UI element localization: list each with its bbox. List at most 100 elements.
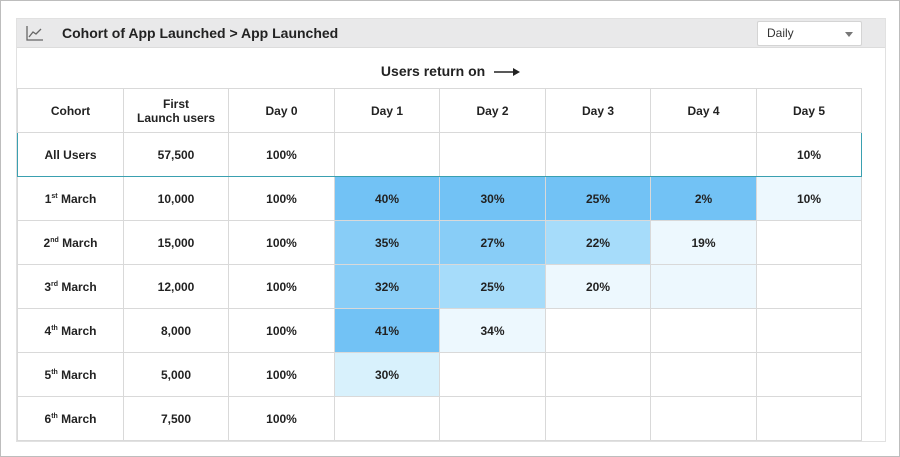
cohort-label-text: All Users — [44, 147, 97, 162]
retention-cell-day-1 — [334, 132, 440, 177]
retention-cell-day-2: 30% — [439, 176, 546, 221]
cohort-label: 5th March — [17, 352, 124, 397]
all-users-row[interactable]: All Users 57,500 100% 10% — [17, 132, 862, 177]
cohort-day-suffix: th — [51, 324, 58, 332]
first-launch-users-value: 7,500 — [123, 396, 229, 441]
retention-cell-day-4 — [650, 396, 757, 441]
first-launch-users-value: 5,000 — [123, 352, 229, 397]
first-launch-line1: First — [162, 96, 189, 111]
retention-cell-day-5 — [756, 352, 862, 397]
frequency-select-value: Daily — [767, 26, 794, 40]
cohort-label: 6th March — [17, 396, 124, 441]
retention-cell-day-0: 100% — [228, 396, 335, 441]
retention-cell-day-1: 30% — [334, 352, 440, 397]
cohort-label: 4th March — [17, 308, 124, 353]
cohort-month: March — [61, 279, 97, 294]
retention-cell-day-2 — [439, 352, 546, 397]
first-launch-users-value: 12,000 — [123, 264, 229, 309]
cohort-day-suffix: th — [51, 368, 58, 376]
retention-cell-day-0: 100% — [228, 264, 335, 309]
chevron-down-icon — [845, 32, 853, 37]
users-return-text: Users return on — [380, 63, 486, 79]
retention-cell-day-5: 10% — [756, 132, 862, 177]
column-header-day-0: Day 0 — [228, 88, 335, 133]
users-return-caption: Users return on — [17, 63, 885, 79]
cohort-day-suffix: rd — [51, 280, 58, 288]
first-launch-users-value: 15,000 — [123, 220, 229, 265]
retention-cell-day-5: 10% — [756, 176, 862, 221]
retention-cell-day-2 — [439, 396, 546, 441]
retention-cell-day-0: 100% — [228, 132, 335, 177]
cohort-month: March — [61, 323, 97, 338]
column-header-day-4: Day 4 — [650, 88, 757, 133]
cohort-day-suffix: th — [51, 412, 58, 420]
retention-cell-day-4 — [650, 132, 757, 177]
retention-cell-day-3: 20% — [545, 264, 651, 309]
retention-cell-day-5 — [756, 308, 862, 353]
retention-cell-day-1: 41% — [334, 308, 440, 353]
first-launch-line2: Launch users — [136, 110, 216, 125]
retention-cell-day-4: 2% — [650, 176, 757, 221]
retention-cell-day-0: 100% — [228, 352, 335, 397]
cohort-day-number: 1 — [44, 191, 52, 206]
cohort-day-number: 4 — [44, 323, 52, 338]
column-header-cohort: Cohort — [17, 88, 124, 133]
cohort-day-number: 2 — [43, 235, 51, 250]
cohort-day-suffix: nd — [50, 236, 59, 244]
column-header-day-3: Day 3 — [545, 88, 651, 133]
retention-cell-day-5 — [756, 264, 862, 309]
retention-cell-day-2 — [439, 132, 546, 177]
retention-cell-day-0: 100% — [228, 176, 335, 221]
panel-title: Cohort of App Launched > App Launched — [62, 25, 339, 41]
cohort-day-number: 6 — [44, 411, 52, 426]
cohort-month: March — [62, 235, 98, 250]
retention-cell-day-3 — [545, 352, 651, 397]
retention-cell-day-2: 34% — [439, 308, 546, 353]
retention-cell-day-3 — [545, 308, 651, 353]
retention-cell-day-4 — [650, 308, 757, 353]
retention-cell-day-4 — [650, 264, 757, 309]
cohort-table: Cohort First Launch users Day 0 Day 1 Da… — [17, 88, 862, 441]
table-row[interactable]: 3rd March 12,000 100% 32% 25% 20% — [17, 264, 862, 309]
retention-cell-day-3: 22% — [545, 220, 651, 265]
retention-cell-day-1: 32% — [334, 264, 440, 309]
retention-cell-day-4: 19% — [650, 220, 757, 265]
frequency-select[interactable]: Daily — [757, 21, 862, 46]
retention-cell-day-1 — [334, 396, 440, 441]
retention-cell-day-2: 27% — [439, 220, 546, 265]
first-launch-users-value: 8,000 — [123, 308, 229, 353]
retention-cell-day-0: 100% — [228, 220, 335, 265]
retention-cell-day-0: 100% — [228, 308, 335, 353]
retention-cell-day-1: 40% — [334, 176, 440, 221]
cohort-label: 2nd March — [17, 220, 124, 265]
column-header-day-1: Day 1 — [334, 88, 440, 133]
first-launch-users-value: 57,500 — [123, 132, 229, 177]
retention-cell-day-3 — [545, 396, 651, 441]
table-header-row: Cohort First Launch users Day 0 Day 1 Da… — [17, 88, 862, 133]
cohort-label: 3rd March — [17, 264, 124, 309]
retention-cell-day-5 — [756, 220, 862, 265]
table-row[interactable]: 6th March 7,500 100% — [17, 396, 862, 441]
retention-cell-day-3 — [545, 132, 651, 177]
cohort-panel: Cohort of App Launched > App Launched Da… — [16, 18, 886, 442]
first-launch-users-value: 10,000 — [123, 176, 229, 221]
table-row[interactable]: 1st March 10,000 100% 40% 30% 25% 2% 10% — [17, 176, 862, 221]
retention-cell-day-4 — [650, 352, 757, 397]
retention-cell-day-1: 35% — [334, 220, 440, 265]
table-row[interactable]: 5th March 5,000 100% 30% — [17, 352, 862, 397]
table-row[interactable]: 2nd March 15,000 100% 35% 27% 22% 19% — [17, 220, 862, 265]
table-row[interactable]: 4th March 8,000 100% 41% 34% — [17, 308, 862, 353]
line-chart-icon — [26, 26, 43, 41]
column-header-day-5: Day 5 — [756, 88, 862, 133]
cohort-label: All Users — [17, 132, 124, 177]
cohort-label: 1st March — [17, 176, 124, 221]
arrow-right-icon — [494, 68, 521, 77]
column-header-day-2: Day 2 — [439, 88, 546, 133]
cohort-month: March — [61, 367, 97, 382]
retention-cell-day-3: 25% — [545, 176, 651, 221]
column-header-first-launch: First Launch users — [123, 88, 229, 133]
cohort-day-suffix: st — [51, 192, 58, 200]
panel-header: Cohort of App Launched > App Launched Da… — [17, 19, 885, 48]
retention-cell-day-2: 25% — [439, 264, 546, 309]
